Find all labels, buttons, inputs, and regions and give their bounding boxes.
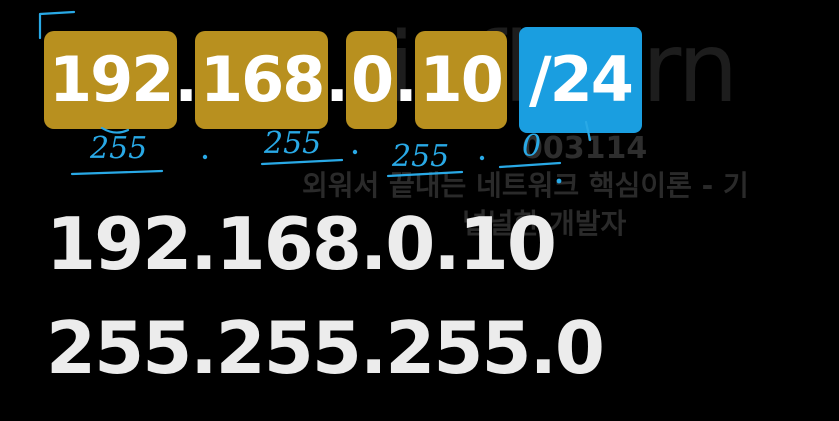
octet-4: 10 bbox=[414, 31, 507, 129]
watermark-course-title: 외워서 끝내는 네트워크 핵심이론 - 기 bbox=[302, 169, 749, 202]
ink-underline-4 bbox=[498, 161, 562, 169]
ink-annotation-3: 255 bbox=[391, 139, 449, 174]
ink-annotation-1: 255 bbox=[89, 131, 147, 166]
ink-corner-mark bbox=[38, 10, 76, 40]
octet-3: 0 bbox=[345, 31, 398, 129]
octet-separator: . bbox=[394, 43, 418, 116]
ink-underline-2 bbox=[260, 158, 344, 166]
subnet-mask-text: 255.255.255.0 bbox=[46, 306, 605, 390]
ip-address-text: 192.168.0.10 bbox=[46, 202, 557, 286]
octet-separator: . bbox=[174, 43, 198, 116]
ink-dots bbox=[202, 149, 562, 184]
cidr-prefix: /24 bbox=[518, 27, 642, 133]
octet-separator: . bbox=[325, 43, 349, 116]
octet-1: 192 bbox=[44, 31, 178, 129]
ink-annotation-2: 255 bbox=[263, 126, 321, 161]
ink-stroke bbox=[100, 126, 130, 134]
ink-stroke bbox=[584, 120, 592, 142]
cidr-address-row: 192 . 168 . 0 . 10 /24 bbox=[44, 27, 642, 133]
watermark-code: 003114 bbox=[522, 131, 648, 166]
ink-underline-1 bbox=[70, 169, 164, 176]
ink-annotation-4: 0 bbox=[522, 129, 541, 164]
ink-underline-3 bbox=[386, 170, 464, 178]
watermark-author: 널널한 개발자 bbox=[462, 207, 627, 240]
octet-2: 168 bbox=[194, 31, 329, 129]
